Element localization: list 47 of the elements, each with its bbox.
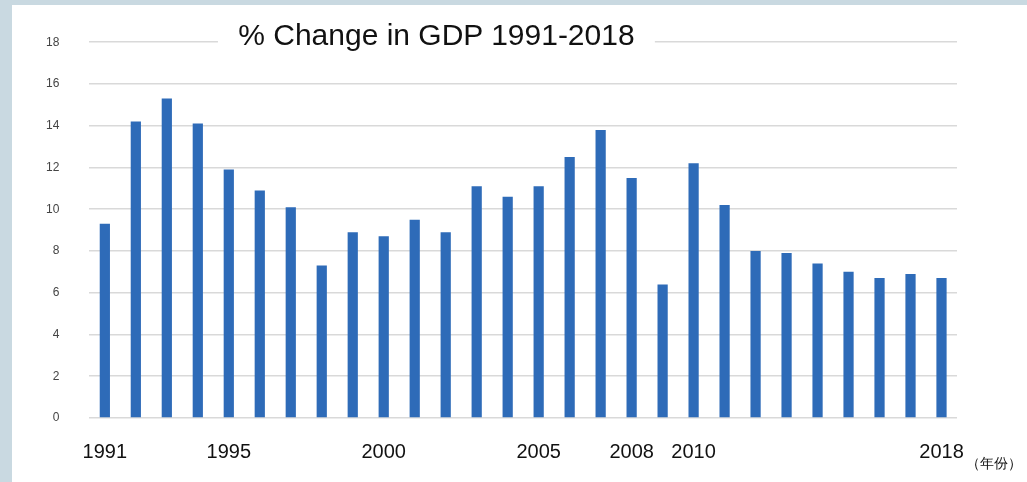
bar — [130, 121, 141, 418]
x-tick-label: 2008 — [609, 439, 654, 462]
bar — [626, 177, 637, 418]
bar — [564, 157, 575, 418]
bar — [533, 186, 544, 418]
bar — [688, 163, 699, 418]
bar — [440, 232, 451, 418]
x-tick-label: 2005 — [516, 439, 561, 462]
bar — [843, 271, 854, 418]
bar — [874, 278, 885, 418]
bar — [378, 236, 389, 418]
x-tick-label: 1991 — [82, 439, 128, 462]
bar — [192, 123, 203, 418]
x-axis-title: （年份） — [965, 454, 1022, 471]
bar — [502, 196, 513, 418]
y-tick-label: 8 — [52, 243, 60, 258]
bar — [471, 186, 482, 418]
x-tick-label: 2018 — [919, 439, 964, 462]
bar — [936, 278, 947, 418]
bar — [719, 205, 730, 418]
bar — [595, 129, 606, 418]
y-tick-label: 0 — [52, 410, 60, 425]
bar — [316, 265, 327, 418]
bar — [905, 273, 916, 418]
x-tick-label: 1995 — [206, 439, 252, 462]
x-tick-label: 2000 — [361, 439, 406, 462]
y-tick-label: 4 — [52, 326, 60, 341]
bar — [223, 169, 234, 418]
bar — [161, 98, 172, 418]
bar — [285, 207, 296, 418]
bar — [750, 250, 761, 418]
bar — [409, 219, 420, 418]
bar — [347, 232, 358, 418]
x-tick-label: 2010 — [671, 439, 716, 462]
bar — [99, 223, 110, 418]
bar — [254, 190, 265, 418]
y-tick-label: 16 — [45, 76, 60, 91]
y-tick-label: 6 — [52, 285, 60, 300]
bar — [657, 284, 668, 418]
chart-title: % Change in GDP 1991-2018 — [238, 18, 635, 52]
y-tick-label: 14 — [45, 118, 60, 133]
y-tick-label: 2 — [52, 368, 60, 383]
y-tick-label: 12 — [45, 159, 60, 174]
y-tick-label: 18 — [45, 34, 60, 49]
bar — [812, 263, 823, 418]
y-tick-label: 10 — [45, 201, 60, 216]
bar — [781, 253, 792, 418]
